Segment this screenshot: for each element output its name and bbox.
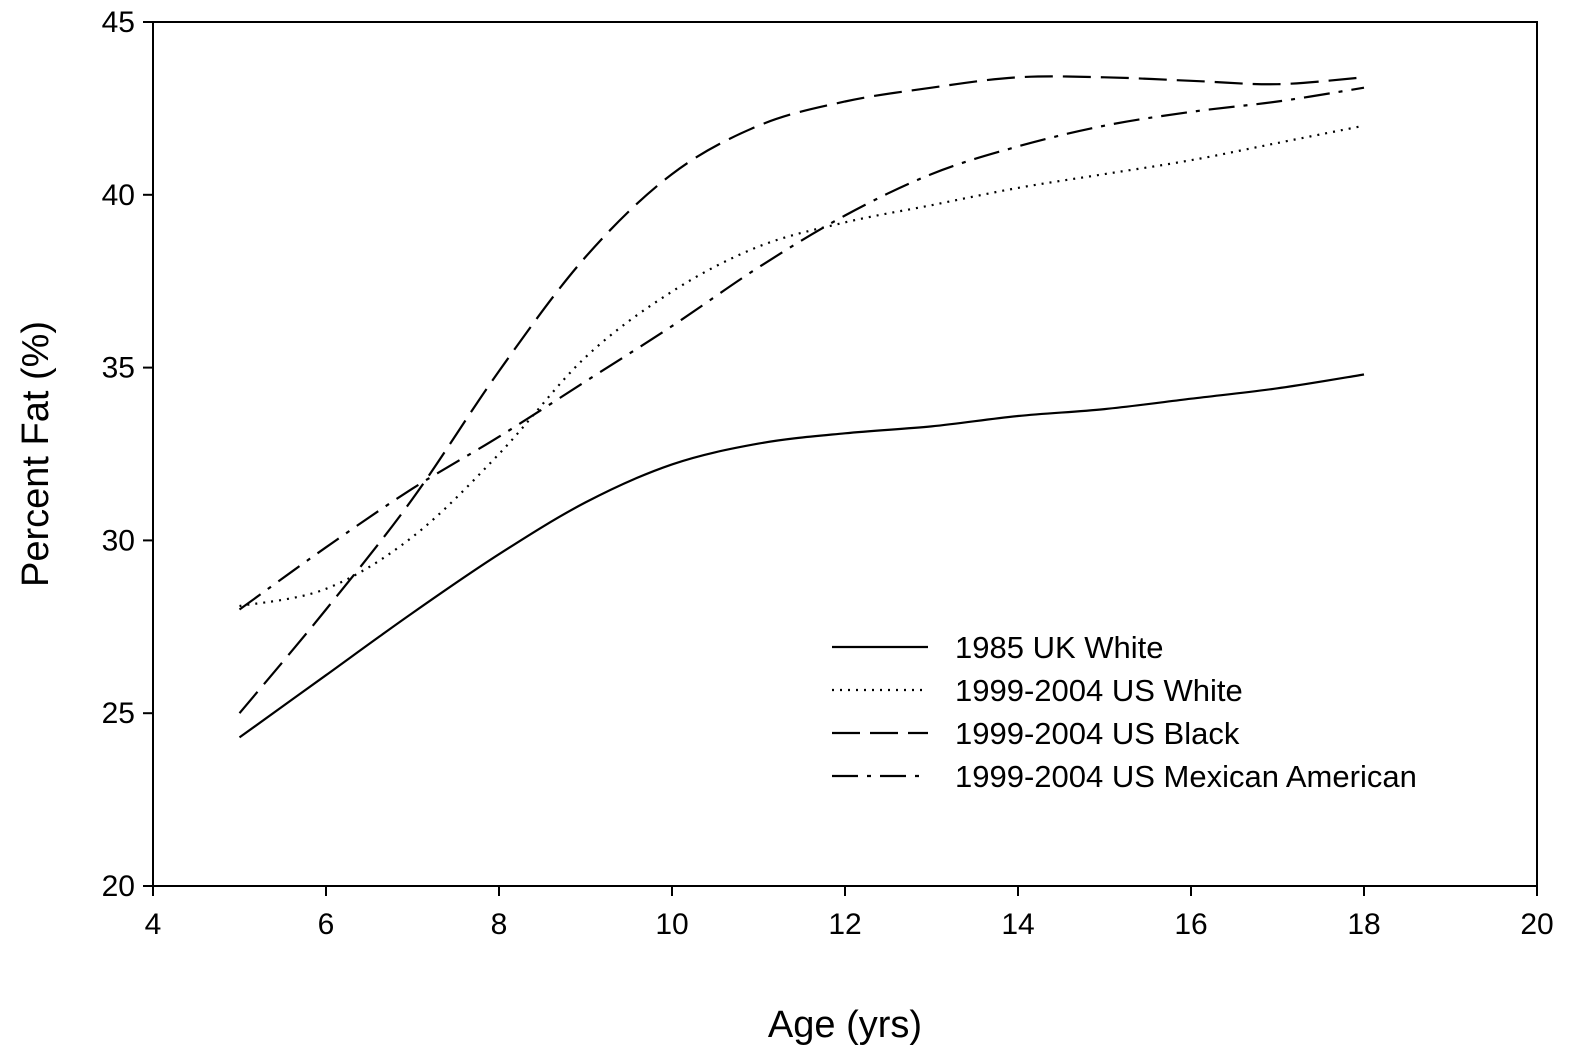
legend: 1985 UK White 1999-2004 US White 1999-2004… bbox=[832, 630, 1417, 794]
x-tick-label: 20 bbox=[1520, 908, 1553, 941]
y-tick-label: 45 bbox=[102, 6, 135, 39]
legend-label-2: 1999-2004 US White bbox=[955, 673, 1243, 708]
series-line-4 bbox=[238, 86, 1365, 611]
y-tick-label: 40 bbox=[102, 179, 135, 212]
y-axis-title: Percent Fat (%) bbox=[15, 321, 57, 587]
legend-label-1: 1985 UK White bbox=[955, 630, 1164, 665]
x-tick-label: 18 bbox=[1347, 908, 1380, 941]
y-tick-label: 35 bbox=[102, 352, 135, 385]
x-tick-label: 16 bbox=[1174, 908, 1207, 941]
x-tick-label: 12 bbox=[828, 908, 861, 941]
legend-label-4: 1999-2004 US Mexican American bbox=[955, 759, 1417, 794]
series-line-2 bbox=[239, 124, 1365, 608]
x-tick-label: 10 bbox=[655, 908, 688, 941]
x-tick-label: 6 bbox=[318, 908, 335, 941]
series-line-1 bbox=[238, 373, 1365, 739]
series-layer bbox=[238, 75, 1365, 739]
x-tick-label: 4 bbox=[145, 908, 162, 941]
plot-frame bbox=[152, 21, 1538, 887]
legend-label-3: 1999-2004 US Black bbox=[955, 716, 1240, 751]
axes: 4 6 8 10 12 14 16 18 20 20 25 30 35 40 45 bbox=[102, 6, 1554, 941]
x-tick-label: 8 bbox=[491, 908, 508, 941]
x-tick-label: 14 bbox=[1001, 908, 1034, 941]
y-tick-label: 30 bbox=[102, 524, 135, 557]
y-tick-label: 20 bbox=[102, 870, 135, 903]
y-tick-label: 25 bbox=[102, 697, 135, 730]
x-axis-title: Age (yrs) bbox=[768, 1004, 922, 1046]
series-line-3 bbox=[238, 75, 1365, 714]
